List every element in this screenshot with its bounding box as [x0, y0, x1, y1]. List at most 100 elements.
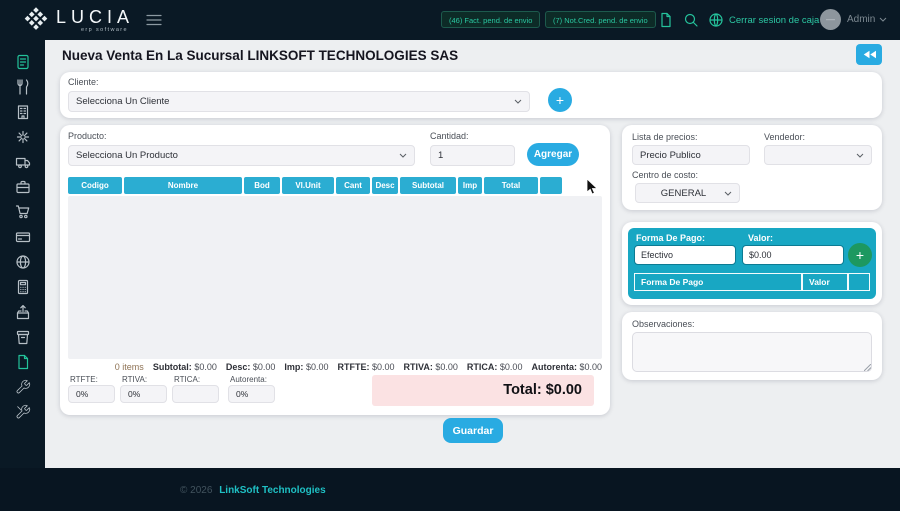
lista-precios-input[interactable] — [632, 145, 750, 165]
cantidad-input[interactable] — [430, 145, 515, 166]
brand-logo: LUCIA erp software — [20, 5, 134, 35]
sidebar-item-restaurant[interactable] — [15, 79, 31, 95]
brand-subtitle: erp software — [80, 26, 129, 33]
col-desc: Desc — [372, 177, 398, 194]
menu-toggle-icon[interactable] — [146, 14, 162, 26]
vendedor-select[interactable] — [764, 145, 872, 165]
sidebar-item-box-upload[interactable] — [15, 304, 31, 320]
producto-select-value: Selecciona Un Producto — [76, 150, 178, 161]
rtfte-label: RTFTE: — [70, 375, 98, 384]
mouse-cursor — [586, 178, 598, 195]
globe-icon[interactable] — [708, 12, 724, 28]
user-menu[interactable]: Admin — [847, 14, 887, 25]
chevron-down-icon — [514, 99, 522, 104]
sidebar-item-tools[interactable] — [15, 404, 31, 420]
vendedor-label: Vendedor: — [764, 132, 806, 142]
col-vlunit: Vl.Unit — [282, 177, 334, 194]
forma-pago-label: Forma De Pago: — [636, 233, 706, 243]
price-list-card: Lista de precios: Vendedor: Centro de co… — [622, 125, 882, 210]
cliente-select[interactable]: Selecciona Un Cliente — [68, 91, 530, 112]
items-count: 0 items — [114, 362, 144, 372]
summary-rtiva: RTIVA: $0.00 — [403, 362, 458, 372]
add-payment-button[interactable]: + — [848, 243, 872, 267]
items-table-header: Codigo Nombre Bod Vl.Unit Cant Desc Subt… — [68, 177, 602, 194]
autorenta-input[interactable] — [228, 385, 275, 403]
guardar-button[interactable]: Guardar — [443, 418, 503, 443]
sidebar-item-invoice[interactable] — [15, 54, 31, 70]
total-box: Total: $0.00 — [372, 375, 594, 406]
copyright-text: © 2026 — [180, 485, 213, 496]
rtiva-input[interactable] — [120, 385, 167, 403]
total-value: Total: $0.00 — [503, 382, 582, 398]
top-navbar: LUCIA erp software (46) Fact. pend. de e… — [0, 0, 900, 40]
chevron-down-icon — [856, 153, 864, 158]
close-session-link[interactable]: Cerrar sesion de caja — [729, 15, 820, 26]
sidebar-item-wrench[interactable] — [15, 379, 31, 395]
pending-credit-notes-badge[interactable]: (7) Not.Cred. pend. de envio — [545, 11, 656, 28]
observaciones-label: Observaciones: — [632, 319, 695, 329]
col-subtotal: Subtotal — [400, 177, 456, 194]
rtfte-input[interactable] — [68, 385, 115, 403]
user-name: Admin — [847, 14, 876, 25]
footer: © 2026 LinkSoft Technologies — [0, 468, 900, 511]
sidebar-item-gear[interactable] — [15, 129, 31, 145]
chevron-down-icon — [880, 17, 887, 22]
pay-col-valor: Valor — [802, 273, 848, 291]
col-bod: Bod — [244, 177, 280, 194]
observaciones-card: Observaciones: — [622, 312, 882, 380]
agregar-button[interactable]: Agregar — [527, 143, 579, 166]
valor-input[interactable] — [742, 245, 844, 265]
producto-select[interactable]: Selecciona Un Producto — [68, 145, 415, 166]
col-actions — [540, 177, 562, 194]
col-cant: Cant — [336, 177, 370, 194]
summary-imp: Imp: $0.00 — [284, 362, 329, 372]
brand-title: LUCIA — [56, 6, 135, 27]
centro-costo-label: Centro de costo: — [632, 170, 699, 180]
pay-col-forma: Forma De Pago — [634, 273, 802, 291]
sidebar-item-building[interactable] — [15, 104, 31, 120]
rewind-icon — [863, 50, 876, 59]
pending-invoices-badge[interactable]: (46) Fact. pend. de envio — [441, 11, 541, 28]
document-icon[interactable] — [658, 12, 674, 28]
chevron-down-icon — [399, 153, 407, 158]
centro-costo-value: GENERAL — [660, 187, 707, 199]
summary-subtotal: Subtotal: $0.00 — [152, 362, 217, 372]
sidebar-item-calculator[interactable] — [15, 279, 31, 295]
cliente-card: Cliente: Selecciona Un Cliente + — [60, 72, 882, 118]
valor-label: Valor: — [748, 233, 774, 243]
company-link[interactable]: LinkSoft Technologies — [219, 485, 326, 496]
items-table-body — [68, 196, 602, 359]
payment-table-header: Forma De Pago Valor — [634, 273, 870, 291]
cliente-select-value: Selecciona Un Cliente — [76, 96, 170, 107]
chevron-down-icon — [724, 191, 732, 196]
sidebar-item-archive[interactable] — [15, 329, 31, 345]
resize-grip-icon[interactable] — [864, 364, 871, 371]
collapse-back-button[interactable] — [856, 44, 882, 65]
search-icon[interactable] — [683, 12, 699, 28]
sidebar-item-cart[interactable] — [15, 204, 31, 220]
sidebar-item-document[interactable] — [15, 354, 31, 370]
cantidad-label: Cantidad: — [430, 131, 469, 141]
payment-panel: Forma De Pago: Valor: + Forma De Pago Va… — [628, 228, 876, 299]
sidebar — [0, 40, 45, 468]
add-cliente-button[interactable]: + — [548, 88, 572, 112]
sidebar-item-card[interactable] — [15, 229, 31, 245]
avatar[interactable]: — — [820, 9, 841, 30]
pay-col-actions — [848, 273, 870, 291]
sidebar-item-globe[interactable] — [15, 254, 31, 270]
main-content: Nueva Venta En La Sucursal LINKSOFT TECH… — [45, 40, 900, 468]
sidebar-item-briefcase[interactable] — [15, 179, 31, 195]
forma-pago-input[interactable] — [634, 245, 736, 265]
producto-label: Producto: — [68, 131, 107, 141]
rtica-label: RTICA: — [174, 375, 201, 384]
centro-costo-select[interactable]: GENERAL — [635, 183, 740, 203]
sidebar-item-truck[interactable] — [15, 154, 31, 170]
rtica-input[interactable] — [172, 385, 219, 403]
col-codigo: Codigo — [68, 177, 122, 194]
cliente-label: Cliente: — [68, 77, 99, 87]
observaciones-textarea[interactable] — [632, 332, 872, 372]
summary-desc: Desc: $0.00 — [225, 362, 276, 372]
lista-precios-label: Lista de precios: — [632, 132, 698, 142]
brand-logo-icon — [24, 7, 48, 30]
